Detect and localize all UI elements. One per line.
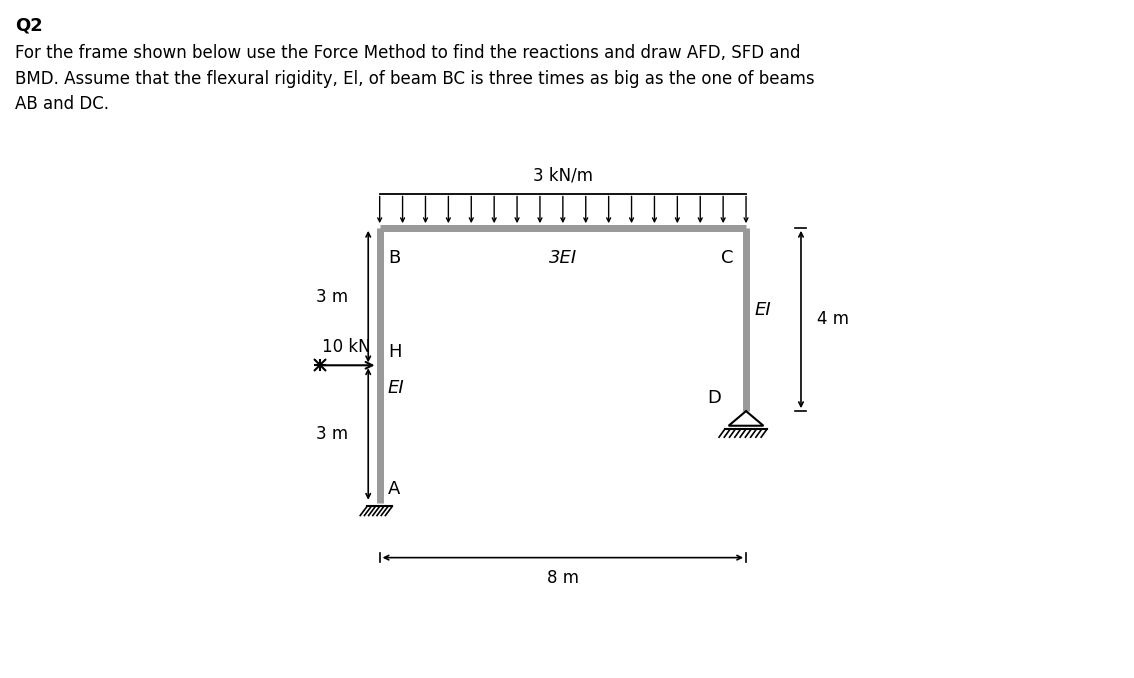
- Text: For the frame shown below use the Force Method to find the reactions and draw AF: For the frame shown below use the Force …: [15, 44, 814, 113]
- Text: EI: EI: [388, 379, 405, 397]
- Text: 3 m: 3 m: [315, 425, 348, 443]
- Text: 3 m: 3 m: [315, 287, 348, 306]
- Text: 8 m: 8 m: [547, 569, 578, 587]
- Text: 3 kN/m: 3 kN/m: [533, 166, 593, 184]
- Text: C: C: [721, 249, 734, 266]
- Text: 10 kN: 10 kN: [322, 338, 371, 356]
- Text: EI: EI: [754, 301, 771, 319]
- Text: Q2: Q2: [15, 17, 42, 35]
- Text: A: A: [388, 480, 400, 498]
- Text: 4 m: 4 m: [816, 311, 849, 329]
- Text: D: D: [706, 388, 721, 407]
- Text: B: B: [388, 249, 400, 266]
- Text: 3EI: 3EI: [549, 249, 577, 266]
- Text: H: H: [388, 342, 401, 361]
